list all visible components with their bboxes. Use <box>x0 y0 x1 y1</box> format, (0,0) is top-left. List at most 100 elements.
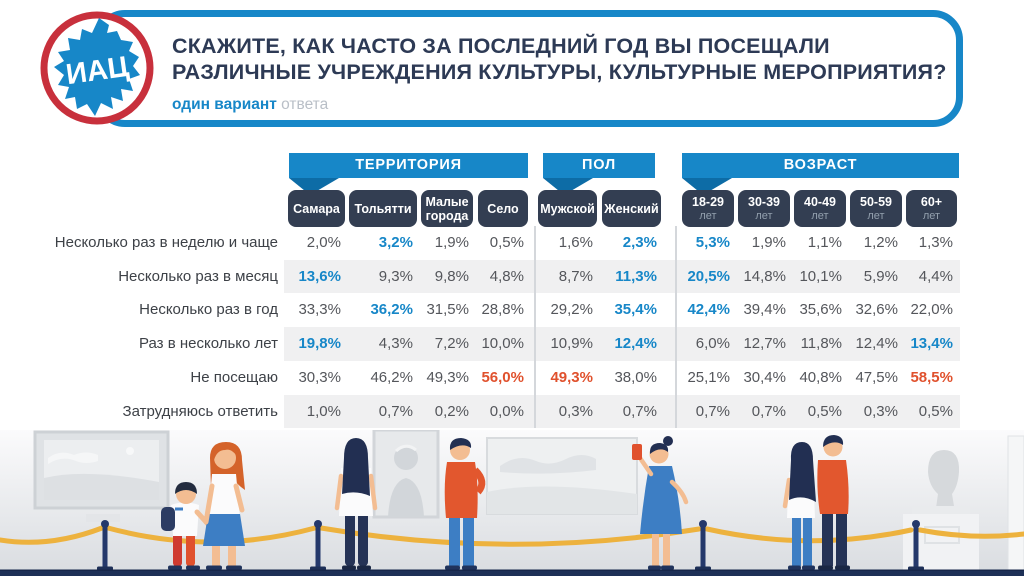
row-stripe <box>284 259 960 294</box>
visitor-mother <box>203 442 245 570</box>
table-cell: 0,3% <box>558 402 593 420</box>
visitor-woman-dark-hair <box>334 438 378 570</box>
row-label: Несколько раз в год <box>139 301 278 319</box>
column-header-label: 60+ <box>920 194 943 209</box>
picture-frame-portrait <box>372 430 440 519</box>
table-cell: 12,7% <box>743 335 786 353</box>
table-cell: 22,0% <box>910 301 953 319</box>
table-cell: 9,3% <box>378 267 413 285</box>
column-header-label: Малые города <box>425 194 469 223</box>
plaque <box>86 514 120 522</box>
table-cell: 20,5% <box>687 267 730 285</box>
table-cell: 33,3% <box>298 301 341 319</box>
group-header: ВОЗРАСТ <box>682 153 959 178</box>
table-cell: 5,3% <box>695 234 730 251</box>
table-cell: 13,6% <box>298 267 341 285</box>
column-header: Самара <box>288 190 345 227</box>
column-header-sublabel: лет <box>867 209 885 222</box>
table-cell: 25,1% <box>687 368 730 386</box>
row-label: Не посещаю <box>190 368 278 386</box>
table-cell: 30,3% <box>298 368 341 386</box>
column-header-label: 50-59 <box>860 194 892 209</box>
table-cell: 1,6% <box>558 234 593 251</box>
column-header-sublabel: лет <box>699 209 717 222</box>
table-cell: 0,5% <box>489 234 524 251</box>
group-header: ТЕРРИТОРИЯ <box>289 153 528 178</box>
phone-icon <box>632 444 642 460</box>
table-cell: 8,7% <box>558 267 593 285</box>
picture-frame-landscape-center <box>486 437 638 515</box>
floor <box>0 571 1024 576</box>
table-cell: 49,3% <box>550 368 593 386</box>
table-cell: 38,0% <box>614 368 657 386</box>
table-cell: 36,2% <box>370 301 413 319</box>
table-cell: 35,6% <box>799 301 842 319</box>
row-stripe <box>284 394 960 429</box>
table-cell: 9,8% <box>434 267 469 285</box>
table-cell: 4,3% <box>378 335 413 353</box>
table-cell: 11,3% <box>615 267 657 285</box>
column-header-label: Мужской <box>540 201 595 216</box>
table-cell: 1,2% <box>863 234 898 251</box>
table-cell: 0,5% <box>807 402 842 420</box>
table-cell: 0,7% <box>695 402 730 420</box>
table-cell: 49,3% <box>426 368 469 386</box>
column-header: 40-49 лет <box>794 190 846 227</box>
table-cell: 12,4% <box>614 335 657 353</box>
table-cell: 7,2% <box>434 335 469 353</box>
table-cell: 28,8% <box>481 301 524 319</box>
table-cell: 46,2% <box>370 368 413 386</box>
column-header-label: Тольятти <box>354 201 412 216</box>
region-map-icon <box>54 18 140 116</box>
table-cell: 13,4% <box>910 335 953 353</box>
column-header-label: 30-39 <box>748 194 780 209</box>
table-cell: 1,1% <box>807 234 842 251</box>
group-header: ПОЛ <box>543 153 655 178</box>
visitor-woman-phone <box>632 436 689 570</box>
wall-panel <box>1007 435 1024 571</box>
column-header-sublabel: лет <box>811 209 829 222</box>
table-cell: 5,9% <box>863 267 898 285</box>
table-cell: 2,0% <box>306 234 341 251</box>
column-header-label: Женский <box>604 201 659 216</box>
subtitle: один вариант ответа <box>172 96 328 114</box>
title-line-1: СКАЖИТЕ, КАК ЧАСТО ЗА ПОСЛЕДНИЙ ГОД ВЫ П… <box>172 34 830 58</box>
table-cell: 11,8% <box>800 335 842 353</box>
visitor-man-orange <box>444 438 486 570</box>
column-header: Женский <box>602 190 661 227</box>
table-cell: 39,4% <box>743 301 786 319</box>
row-label: Несколько раз в месяц <box>118 267 278 285</box>
visitor-couple-man <box>817 435 850 570</box>
table-cell: 2,3% <box>622 234 657 251</box>
row-label: Несколько раз в неделю и чаще <box>54 234 278 251</box>
subtitle-accent: один вариант <box>172 96 277 113</box>
table-cell: 1,9% <box>434 234 469 251</box>
table-cell: 40,8% <box>799 368 842 386</box>
table-cell: 1,0% <box>306 402 341 420</box>
table-cell: 0,7% <box>378 402 413 420</box>
table-cell: 0,5% <box>918 402 953 420</box>
table-cell: 10,1% <box>799 267 842 285</box>
table-cell: 30,4% <box>743 368 786 386</box>
floor-line <box>0 569 1024 571</box>
title-line-2: РАЗЛИЧНЫЕ УЧРЕЖДЕНИЯ КУЛЬТУРЫ, КУЛЬТУРНЫ… <box>172 60 947 84</box>
row-stripe <box>284 327 960 361</box>
table-cell: 42,4% <box>687 301 730 319</box>
column-header-sublabel: лет <box>755 209 773 222</box>
column-header: Мужской <box>538 190 597 227</box>
row-label: Затрудняюсь ответить <box>122 402 278 420</box>
table-cell: 31,5% <box>426 301 469 319</box>
column-header-sublabel: лет <box>922 209 941 222</box>
column-header-label: 18-29 <box>692 194 724 209</box>
subtitle-note: ответа <box>281 96 329 113</box>
table-cell: 0,2% <box>434 402 469 420</box>
table-cell: 6,0% <box>695 335 730 353</box>
table-cell: 1,3% <box>918 234 953 251</box>
table-cell: 14,8% <box>743 267 786 285</box>
visitor-couple-woman <box>782 442 816 570</box>
row-label: Раз в несколько лет <box>138 335 278 353</box>
table-cell: 4,4% <box>918 267 953 285</box>
column-header: Село <box>478 190 528 227</box>
table-cell: 19,8% <box>298 335 341 353</box>
